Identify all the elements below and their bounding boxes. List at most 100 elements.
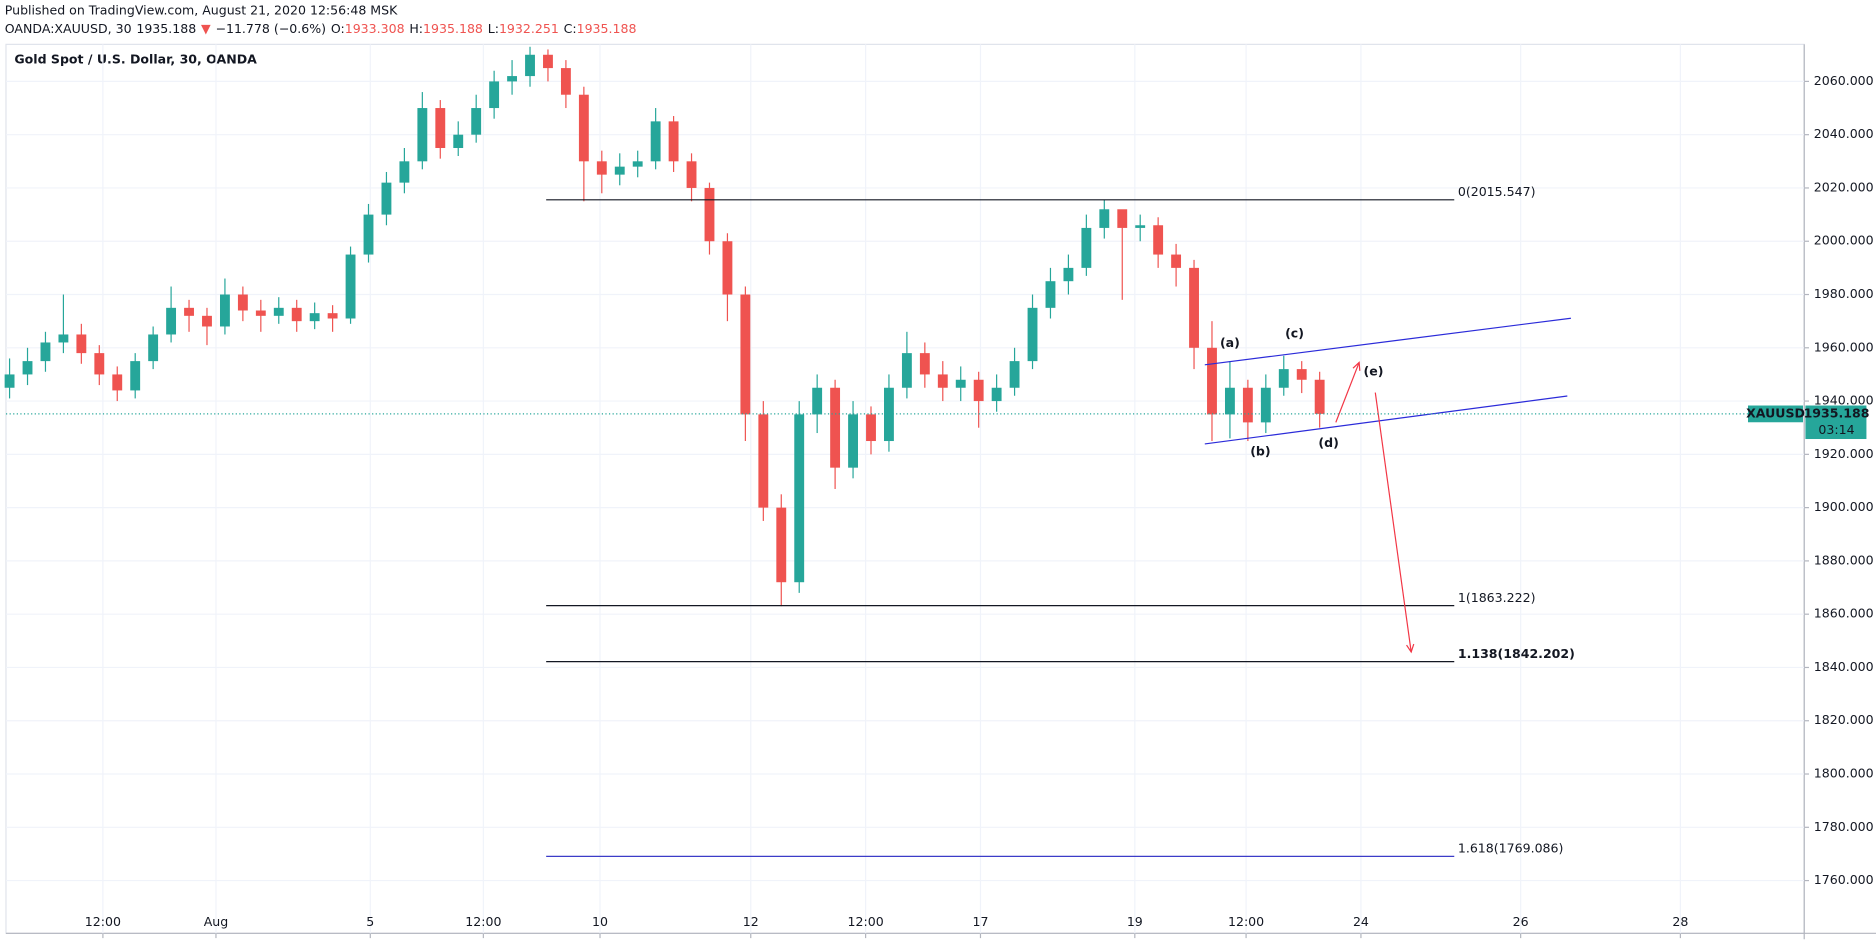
candle-body — [399, 161, 410, 183]
candle-body — [453, 134, 464, 149]
x-tick-label: 12:00 — [465, 914, 501, 929]
candle-body — [543, 54, 553, 69]
x-tick-label: 24 — [1353, 914, 1369, 929]
candle-body — [1171, 254, 1182, 268]
candle-body — [1296, 369, 1307, 380]
wave-label: (b) — [1250, 444, 1270, 459]
y-tick-label: 1940.000 — [1814, 393, 1874, 408]
candle-body — [560, 68, 571, 95]
chart-title: Gold Spot / U.S. Dollar, 30, OANDA — [14, 51, 257, 66]
candle-body — [309, 313, 320, 322]
arrow-head — [1406, 643, 1415, 654]
candle-body — [166, 307, 177, 335]
candle-body — [1189, 267, 1199, 348]
candle-body — [1009, 361, 1020, 388]
channel-line — [1204, 317, 1571, 366]
candle-body — [381, 182, 392, 215]
candle-body — [291, 307, 302, 322]
quote-part: H: — [409, 20, 423, 35]
candle-body — [76, 334, 87, 354]
quote-part: 1935.188 — [423, 20, 483, 35]
candle-body — [704, 187, 715, 242]
published-note: Published on TradingView.com, August 21,… — [5, 2, 398, 17]
candle-body — [722, 241, 733, 295]
candle-body — [148, 334, 159, 362]
candle-body — [1081, 227, 1092, 268]
x-tick-label: 12:00 — [848, 914, 884, 929]
x-tick-label: 19 — [1127, 914, 1143, 929]
candle-body — [255, 310, 266, 316]
candle-body — [40, 342, 51, 362]
candle-body — [758, 414, 769, 508]
candle-body — [1027, 307, 1038, 362]
y-tick-label: 2000.000 — [1814, 233, 1874, 248]
price-label: 1935.188 — [1804, 405, 1870, 420]
candle-body — [184, 307, 194, 316]
wave-label: (d) — [1318, 435, 1338, 450]
x-tick-label: 26 — [1513, 914, 1529, 929]
channel-line — [1204, 395, 1568, 445]
candle-body — [1135, 225, 1146, 228]
candle-body — [776, 507, 787, 583]
candle-body — [202, 315, 212, 327]
candle-body — [1314, 379, 1325, 414]
candle-body — [507, 76, 518, 82]
candle-body — [4, 374, 15, 388]
quote-part: O: — [331, 20, 345, 35]
candle-body — [94, 353, 105, 375]
x-tick-label: 12 — [743, 914, 759, 929]
fib-label: 1.138(1842.202) — [1458, 646, 1575, 661]
wave-label: (a) — [1220, 335, 1240, 350]
symbol-tag — [1747, 405, 1804, 423]
arrow-head — [1352, 361, 1361, 371]
candle-body — [812, 387, 823, 415]
candle-body — [794, 414, 805, 583]
y-tick-label: 2020.000 — [1814, 179, 1874, 194]
candle-body — [22, 361, 33, 375]
arrow-shaft — [1374, 392, 1412, 653]
candle-body — [1099, 209, 1110, 228]
candle-body — [1063, 267, 1074, 282]
candle-body — [363, 214, 374, 255]
candle-body — [1153, 225, 1164, 255]
fib-label: 1(1863.222) — [1458, 590, 1536, 605]
candle-body — [471, 108, 482, 135]
candle-body — [417, 108, 428, 162]
candle-body — [973, 379, 984, 402]
y-tick-label: 2040.000 — [1814, 126, 1874, 141]
quote-part: C: — [564, 20, 577, 35]
candle-body — [1260, 387, 1271, 423]
quote-part: 1932.251 — [499, 20, 559, 35]
candle-body — [1224, 387, 1235, 415]
y-tick-label: 1860.000 — [1814, 606, 1874, 621]
candle-body — [237, 294, 248, 311]
y-tick-label: 1780.000 — [1814, 819, 1874, 834]
candle-body — [525, 54, 535, 77]
quote-part: −11.778 (−0.6%) — [215, 20, 326, 35]
quote-part: 1933.308 — [345, 20, 405, 35]
wave-label: (c) — [1285, 325, 1304, 340]
quote-part: OANDA:XAUUSD, 30 — [5, 20, 132, 35]
candle-body — [578, 94, 589, 162]
countdown-label: 03:14 — [1818, 422, 1854, 437]
y-tick-label: 1760.000 — [1814, 872, 1874, 887]
y-tick-label: 1880.000 — [1814, 552, 1874, 567]
candle-body — [668, 121, 679, 162]
candle-body — [1278, 369, 1289, 388]
x-tick-label: 12:00 — [85, 914, 121, 929]
x-tick-label: Aug — [204, 914, 229, 929]
candle-body — [327, 313, 338, 319]
y-tick-label: 1960.000 — [1814, 339, 1874, 354]
quote-part: 1935.188 — [577, 20, 637, 35]
y-tick-label: 1820.000 — [1814, 712, 1874, 727]
x-tick-label: 10 — [592, 914, 608, 929]
candle-body — [955, 379, 966, 388]
plot-frame — [5, 43, 1805, 934]
y-tick-label: 1840.000 — [1814, 659, 1874, 674]
candle-body — [937, 374, 948, 388]
candle-body — [130, 361, 141, 391]
fib-label: 0(2015.547) — [1458, 184, 1536, 199]
quote-part: L: — [488, 20, 499, 35]
